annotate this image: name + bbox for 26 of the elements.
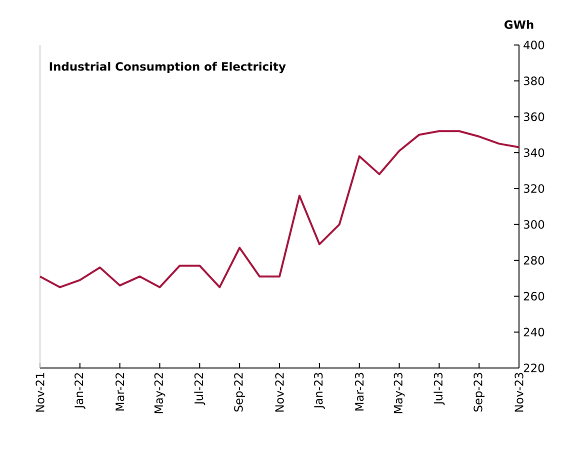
y-tick-label: 400 xyxy=(524,40,544,50)
y-tick-label: 260 xyxy=(524,292,544,301)
y-tick-label: 340 xyxy=(524,148,544,157)
text: Industrial Consumption of Electricity xyxy=(50,62,286,74)
x-tick-label: May-22 xyxy=(154,373,166,414)
x-tick-label: Nov-21 xyxy=(36,373,44,412)
y-tick-label: 300 xyxy=(524,220,544,229)
y-tick-label: 240 xyxy=(524,328,544,336)
y-tick-label: 280 xyxy=(524,256,544,265)
x-tick-label: Mar-22 xyxy=(116,373,124,410)
x-tick-label: Nov-23 xyxy=(514,372,524,412)
x-tick-label: Mar-23 xyxy=(355,372,364,410)
x-tick-label: Sep-23 xyxy=(474,372,485,412)
x-tick-label: Nov-22 xyxy=(275,373,284,412)
y-tick-label: 220 xyxy=(524,364,544,372)
x-tick-label: Jul-23 xyxy=(434,372,445,406)
y-tick-label: 320 xyxy=(524,184,544,193)
x-tick-label: May-23 xyxy=(394,372,405,414)
y-tick-label: 360 xyxy=(524,112,544,122)
x-tick-label: Sep-22 xyxy=(234,373,246,412)
y-axis-title: GWh xyxy=(504,20,534,29)
x-tick-label: Jan-23 xyxy=(314,372,325,409)
y-tick-label: 380 xyxy=(524,76,544,86)
x-tick-label: Jan-22 xyxy=(74,373,86,409)
x-tick-label: Jul-22 xyxy=(194,373,206,406)
line-series xyxy=(39,130,520,288)
